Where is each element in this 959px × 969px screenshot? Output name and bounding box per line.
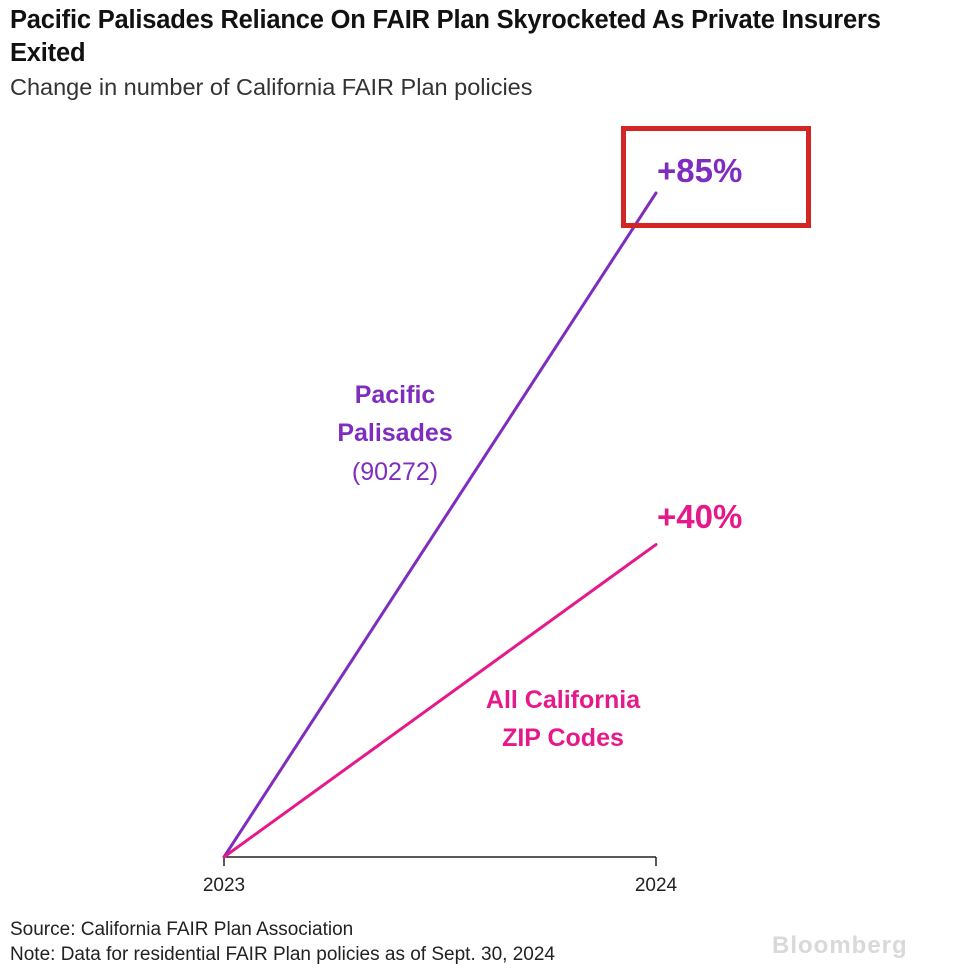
- series-label-all-california: All California ZIP Codes: [468, 681, 658, 757]
- series-sublabel-zip: (90272): [320, 453, 470, 491]
- series-line-pacific-palisades: [222, 191, 658, 859]
- source-note: Source: California FAIR Plan Association: [10, 919, 354, 940]
- x-tick-label-2023: 2023: [202, 875, 246, 896]
- series-label-pacific-palisades-text: Pacific Palisades: [337, 381, 453, 447]
- end-label-all-california: +40%: [657, 498, 743, 535]
- series-line-all-california: [222, 543, 658, 859]
- bloomberg-watermark: Bloomberg: [772, 932, 908, 959]
- highlight-box: [621, 126, 811, 228]
- x-tick-label-2024: 2024: [634, 875, 678, 896]
- series-sublabel-zip-text: (90272): [351, 458, 439, 486]
- series-label-all-california-text: All California ZIP Codes: [485, 686, 641, 752]
- end-label-pacific-palisades: +85%: [657, 152, 743, 189]
- data-note: Note: Data for residential FAIR Plan pol…: [10, 944, 555, 965]
- chart-title: Pacific Palisades Reliance On FAIR Plan …: [10, 6, 881, 67]
- chart-subtitle: Change in number of California FAIR Plan…: [10, 74, 533, 100]
- series-label-pacific-palisades: Pacific Palisades: [320, 376, 470, 452]
